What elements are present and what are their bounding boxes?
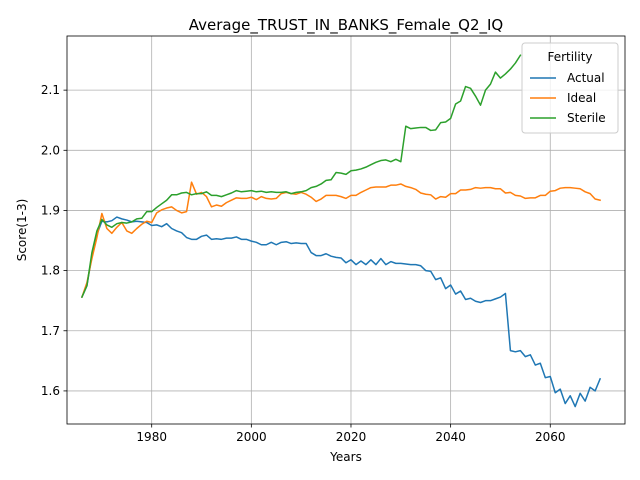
legend-entries: Actual Ideal Sterile <box>530 71 606 125</box>
plot-frame <box>66 35 626 425</box>
y-tick-label: 1.8 <box>41 264 60 278</box>
legend-box <box>521 42 619 134</box>
x-tick-label: 2060 <box>535 430 566 444</box>
ticks: 1980 2000 2020 2040 2060 1.6 1.7 1.8 1.9 2.0 2.1 <box>41 83 566 444</box>
y-tick-label: 2.0 <box>41 143 60 157</box>
x-axis-label: Years <box>329 450 362 464</box>
legend-label-actual: Actual <box>567 71 605 85</box>
y-axis-label: Score(1-3) <box>15 199 29 262</box>
x-tick-label: 1980 <box>136 430 167 444</box>
legend-title: Fertility <box>547 50 592 64</box>
y-tick-label: 1.7 <box>41 324 60 338</box>
x-tick-label: 2040 <box>435 430 466 444</box>
series-line-actual <box>80 216 602 408</box>
x-tick-label: 2000 <box>236 430 267 444</box>
series-line-ideal <box>80 181 601 299</box>
series-lines <box>80 54 602 408</box>
legend: Fertility Actual Ideal Sterile <box>521 42 619 134</box>
legend-label-ideal: Ideal <box>567 91 596 105</box>
y-tick-label: 2.1 <box>41 83 60 97</box>
y-tick-label: 1.9 <box>41 203 60 217</box>
legend-label-sterile: Sterile <box>567 111 606 125</box>
y-tick-label: 1.6 <box>41 384 60 398</box>
series-line-sterile <box>80 54 522 299</box>
x-tick-label: 2020 <box>336 430 367 444</box>
chart-title: Average_TRUST_IN_BANKS_Female_Q2_IQ <box>189 16 503 35</box>
